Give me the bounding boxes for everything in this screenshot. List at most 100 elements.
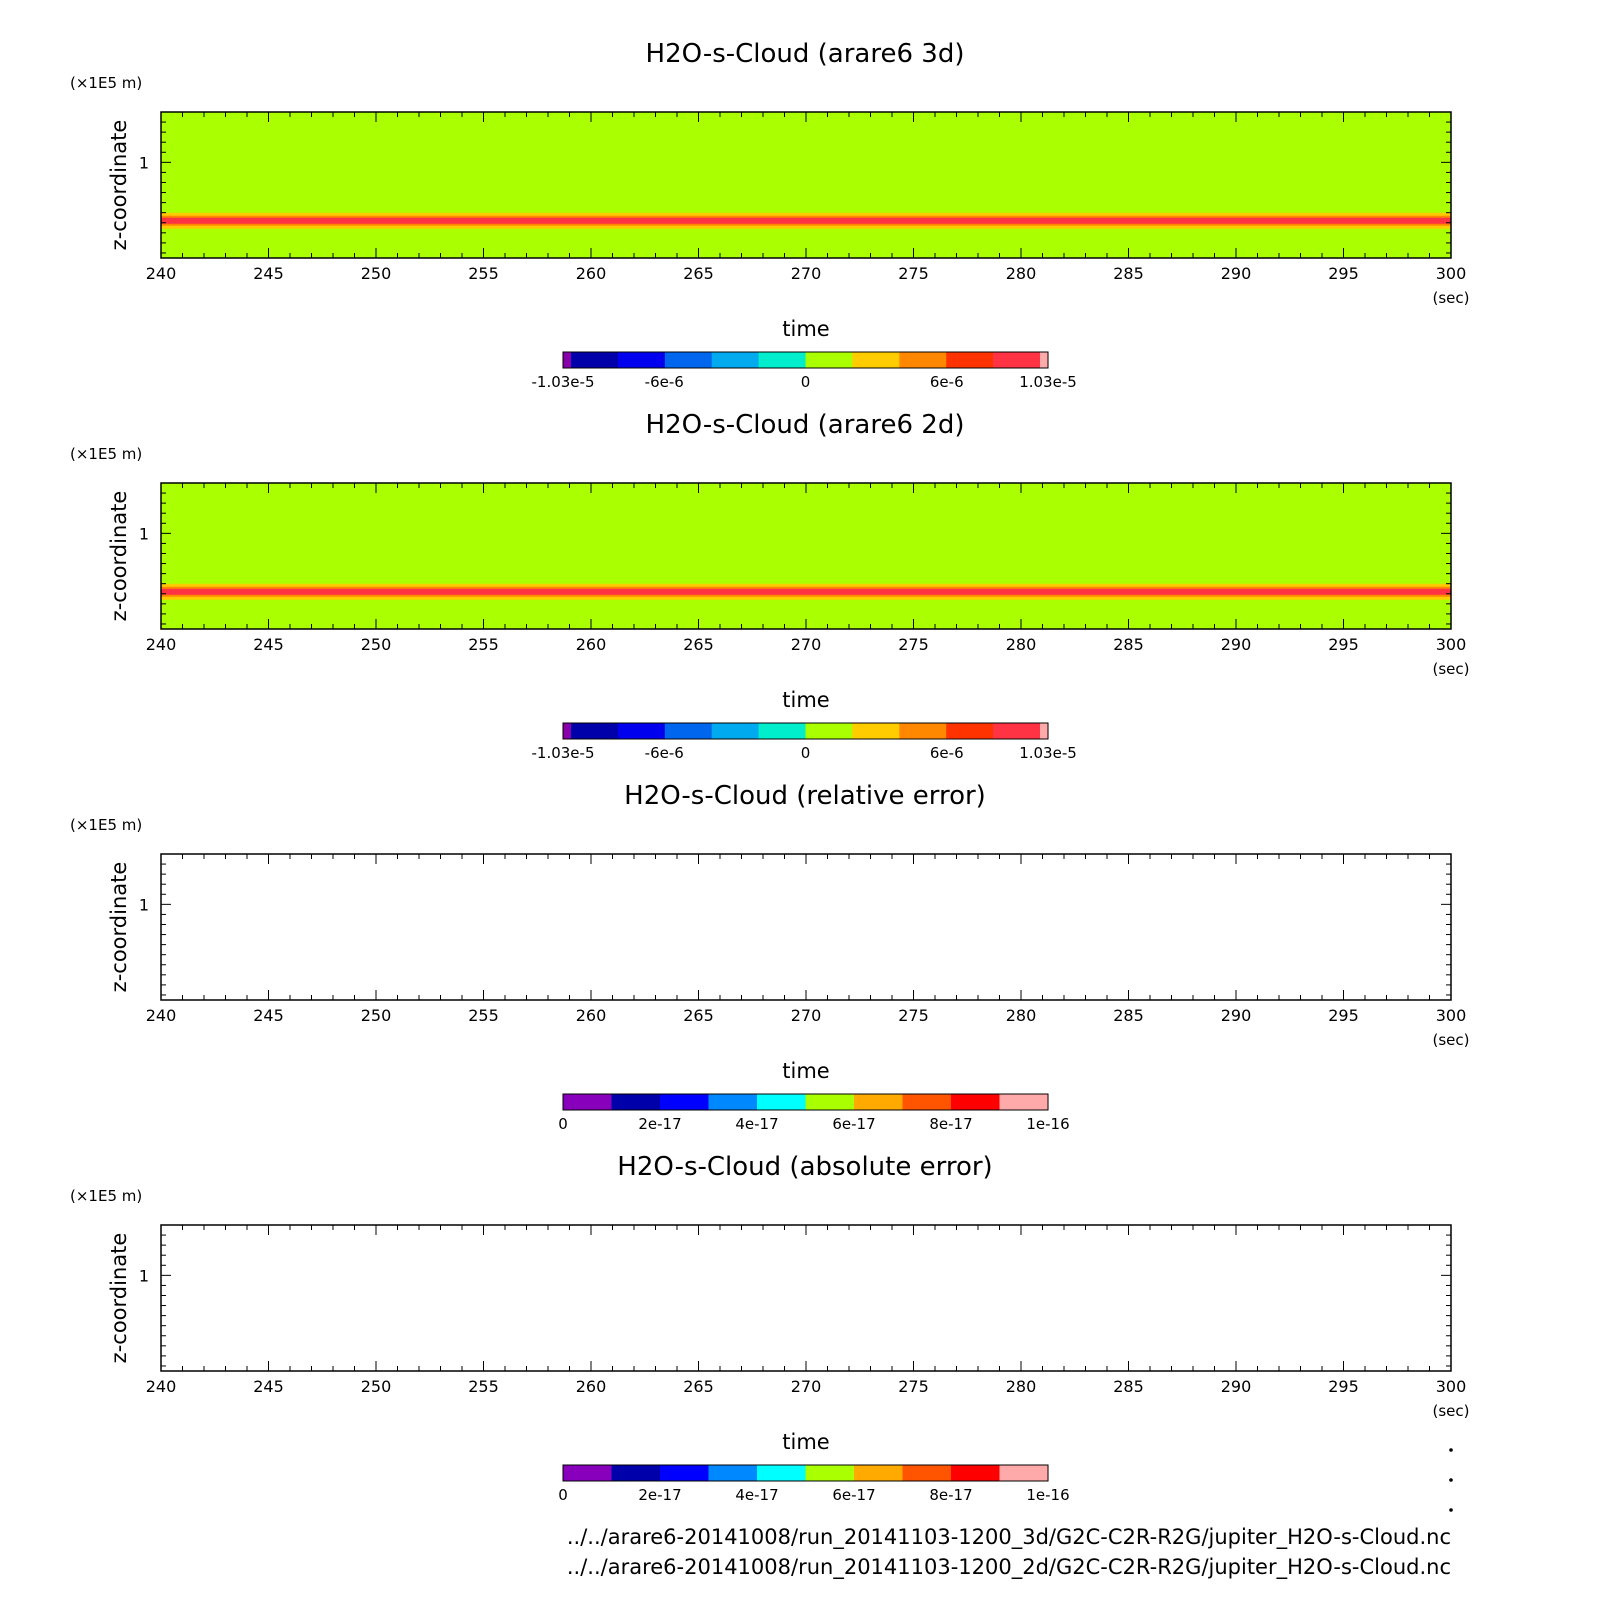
colorbar-swatch [946,723,994,739]
x-tick-label: 250 [361,635,392,654]
chart-panel-1: H2O-s-Cloud (arare6 3d) (×1E5 m) 240 245 250… [70,39,1470,391]
y-tick-label: 1 [139,153,149,172]
x-tick-label: 275 [898,1006,929,1025]
x-tick-label: 280 [1006,1006,1037,1025]
x-tick-label: 260 [576,1006,607,1025]
x-tick-label: 300 [1436,1006,1467,1025]
y-axis-label: z-coordinate [107,1233,131,1364]
colorbar-swatch [563,352,572,368]
colorbar-tick-label: 1e-16 [1026,1486,1069,1504]
x-tick-label: 255 [468,635,499,654]
x-tick-label: 240 [146,1377,177,1396]
x-tick-label: 295 [1328,1377,1359,1396]
y-unit-label: (×1E5 m) [70,816,142,834]
colorbar-swatch [617,352,666,368]
x-tick-label: 275 [898,264,929,283]
colorbar-swatch [852,352,900,368]
colorbar-swatch [946,352,994,368]
colorbar-swatch [563,723,572,739]
x-tick-label: 295 [1328,264,1359,283]
colorbar-tick-label: 0 [558,1486,568,1504]
colorbar-swatch [951,1094,1001,1110]
colorbar-swatch [899,723,947,739]
colorbar-swatch [805,1465,855,1481]
colorbar-swatch [757,1094,807,1110]
x-tick-label: 240 [146,1006,177,1025]
colorbar-tick-label: -6e-6 [645,373,684,391]
x-tick-label: 295 [1328,1006,1359,1025]
colorbar-frame [562,1464,1049,1482]
x-tick-label: 300 [1436,264,1467,283]
dot-marker [1449,1478,1453,1482]
colorbar-frame [562,722,1049,740]
cloud-layer-core [161,217,1451,224]
colorbar-swatch [664,352,713,368]
colorbar-tick-label: 1e-16 [1026,1115,1069,1133]
x-tick-label: 260 [576,264,607,283]
colorbar-swatch [999,1465,1049,1481]
chart-title: H2O-s-Cloud (arare6 2d) [646,410,965,440]
x-tick-label: 260 [576,1377,607,1396]
colorbar-tick-label: 2e-17 [638,1115,681,1133]
y-axis-label: z-coordinate [107,120,131,251]
heatmap-field [161,483,1451,629]
chart-panel-2: H2O-s-Cloud (arare6 2d) (×1E5 m) 240 245 250… [70,410,1470,762]
dot-marker [1449,1448,1453,1452]
x-tick-label: 290 [1221,1377,1252,1396]
x-tick-label: 240 [146,635,177,654]
y-tick-label: 1 [139,1266,149,1285]
chart-title: H2O-s-Cloud (arare6 3d) [646,39,965,69]
colorbar-swatch [758,352,807,368]
colorbar-tick-label: 6e-17 [832,1115,875,1133]
x-tick-label: 270 [791,1377,822,1396]
colorbar-tick-label: 6e-6 [930,373,964,391]
heatmap-field [161,112,1451,258]
heatmap-field [161,854,1451,1000]
colorbar-swatch [993,723,1041,739]
colorbar-tick-label: 6e-6 [930,744,964,762]
x-tick-label: 260 [576,635,607,654]
x-tick-label: 285 [1113,1377,1144,1396]
chart-title: H2O-s-Cloud (absolute error) [617,1152,992,1182]
colorbar-swatch [758,723,807,739]
y-tick-label: 1 [139,895,149,914]
colorbar-swatch [999,1094,1049,1110]
x-tick-label: 285 [1113,635,1144,654]
x-tick-label: 280 [1006,1377,1037,1396]
colorbar-tick-label: 8e-17 [929,1115,972,1133]
colorbar-tick-label: 8e-17 [929,1486,972,1504]
colorbar: 0 2e-17 4e-17 6e-17 8e-17 1e-16 [558,1093,1070,1133]
colorbar-swatch [854,1094,904,1110]
x-tick-label: 255 [468,264,499,283]
y-tick-label: 1 [139,524,149,543]
colorbar-swatch [617,723,666,739]
colorbar-swatch [664,723,713,739]
x-tick-label: 250 [361,1006,392,1025]
x-tick-label: 250 [361,1377,392,1396]
colorbar-tick-label: 0 [558,1115,568,1133]
x-axis-label: time [782,1430,829,1454]
y-axis-label: z-coordinate [107,862,131,993]
colorbar-tick-label: 0 [801,373,811,391]
colorbar-swatch [563,1094,613,1110]
x-unit-label: (sec) [1433,289,1470,307]
colorbar-swatch [899,352,947,368]
x-tick-label: 255 [468,1006,499,1025]
x-tick-label: 255 [468,1377,499,1396]
x-tick-label: 270 [791,1006,822,1025]
colorbar-tick-label: 6e-17 [832,1486,875,1504]
chart-title: H2O-s-Cloud (relative error) [624,781,986,811]
x-unit-label: (sec) [1433,660,1470,678]
colorbar-swatch [1040,723,1049,739]
x-tick-label: 265 [683,635,714,654]
colorbar-swatch [902,1094,952,1110]
x-tick-label: 240 [146,264,177,283]
x-axis-label: time [782,688,829,712]
colorbar-tick-label: 2e-17 [638,1486,681,1504]
y-unit-label: (×1E5 m) [70,445,142,463]
x-axis-label: time [782,1059,829,1083]
colorbar: 0 2e-17 4e-17 6e-17 8e-17 1e-16 [558,1464,1070,1504]
colorbar-tick-label: 1.03e-5 [1019,373,1077,391]
x-tick-label: 245 [253,1377,284,1396]
